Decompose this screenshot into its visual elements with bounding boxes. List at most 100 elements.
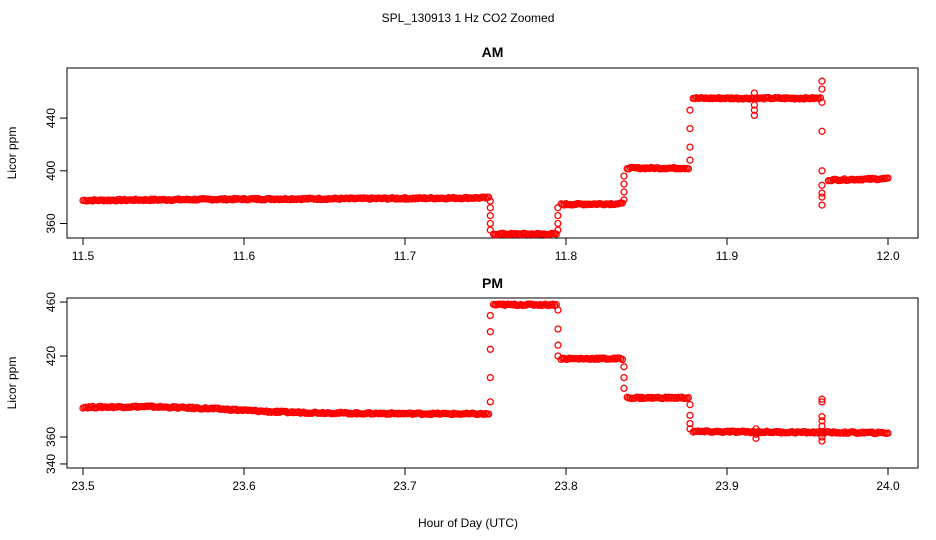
panel-pm: PM Licor ppm 23.5 23.6 23.7 23.8 23.9 24.0 340 36…: [5, 275, 919, 493]
data-point: [686, 411, 694, 420]
data-point: [620, 172, 628, 180]
x-tick-label: 11.6: [233, 249, 256, 263]
data-series: [79, 300, 892, 445]
data-point: [818, 98, 826, 106]
panel-title: PM: [482, 275, 503, 291]
data-point: [499, 229, 507, 237]
x-tick-label: 12.0: [876, 249, 900, 263]
data-point: [818, 193, 826, 201]
data-point: [486, 373, 494, 382]
data-point: [818, 395, 826, 403]
data-point: [620, 196, 628, 204]
data-point: [684, 165, 693, 173]
x-tick-label: 23.9: [715, 479, 739, 493]
data-point: [554, 306, 562, 314]
data-point: [554, 325, 562, 333]
data-point: [295, 408, 303, 416]
y-tick-label: 400: [44, 160, 58, 180]
data-point: [686, 106, 694, 114]
data-point: [214, 404, 222, 412]
data-point: [686, 425, 694, 433]
data-point: [752, 434, 760, 442]
x-tick-label: 23.5: [71, 479, 95, 493]
x-tick-label: 11.5: [72, 249, 95, 263]
data-point: [618, 355, 627, 364]
y-tick-label: 460: [44, 292, 58, 312]
data-point: [818, 417, 826, 425]
data-point: [818, 77, 826, 85]
data-point: [620, 188, 628, 196]
data-point: [554, 211, 562, 220]
data-point: [750, 111, 759, 120]
data-point: [818, 437, 826, 445]
data-point: [816, 94, 825, 102]
data-point: [549, 300, 557, 308]
x-tick-label: 24.0: [876, 479, 900, 493]
data-point: [818, 189, 826, 197]
data-point: [232, 405, 240, 413]
data-point: [486, 211, 494, 220]
y-tick-label: 360: [44, 427, 58, 447]
data-point: [97, 402, 105, 410]
figure-x-axis-label: Hour of Day (UTC): [418, 516, 518, 530]
data-point: [485, 410, 493, 418]
data-point: [620, 363, 628, 371]
data-point: [620, 180, 628, 188]
data-point: [486, 345, 494, 353]
figure-title: SPL_130913 1 Hz CO2 Zoomed: [382, 11, 555, 25]
data-point: [486, 398, 494, 406]
y-axis-label: Licor ppm: [5, 357, 19, 410]
data-point: [818, 181, 826, 189]
y-tick-label: 360: [44, 213, 58, 233]
x-tick-label: 23.6: [232, 479, 256, 493]
data-point: [486, 311, 494, 320]
data-point: [752, 430, 760, 438]
data-point: [818, 201, 826, 209]
panel-title: AM: [482, 44, 504, 60]
data-point: [485, 193, 493, 201]
data-point: [818, 127, 826, 135]
data-point: [686, 400, 694, 409]
data-point: [818, 427, 826, 436]
data-point: [686, 143, 694, 151]
y-tick-label: 440: [44, 108, 58, 128]
plot-frame: [66, 67, 919, 239]
data-point: [684, 394, 693, 402]
data-series: [79, 77, 892, 239]
data-point: [750, 89, 759, 97]
y-axis-label: Licor ppm: [5, 127, 19, 180]
data-point: [552, 230, 560, 238]
data-point: [554, 219, 562, 228]
data-point: [620, 384, 628, 393]
x-tick-label: 11.7: [394, 249, 417, 263]
data-point: [486, 328, 494, 336]
data-point: [884, 429, 892, 437]
x-tick-label: 11.8: [555, 249, 578, 263]
data-point: [750, 106, 759, 114]
panel-am: AM Licor ppm 11.5 11.6 11.7 11.8 11.9 12.0 360 40…: [5, 44, 919, 263]
data-point: [554, 341, 562, 349]
plot-frame: [66, 297, 919, 469]
data-point: [686, 124, 694, 133]
data-point: [884, 174, 892, 182]
data-point: [818, 85, 826, 93]
x-tick-label: 23.7: [393, 479, 417, 493]
data-point: [148, 402, 156, 410]
data-point: [486, 204, 494, 212]
data-point: [634, 163, 643, 172]
data-point: [486, 219, 494, 228]
x-tick-label: 23.8: [554, 479, 578, 493]
data-point: [486, 226, 494, 234]
data-point: [620, 373, 628, 382]
data-point: [818, 413, 826, 421]
y-tick-label: 420: [44, 346, 58, 366]
data-point: [486, 197, 494, 205]
data-point: [818, 167, 826, 175]
data-point: [686, 156, 694, 164]
data-point: [554, 204, 562, 212]
x-tick-label: 11.9: [716, 249, 739, 263]
data-point: [818, 398, 826, 406]
data-point: [554, 352, 562, 360]
y-tick-label: 340: [44, 454, 58, 474]
